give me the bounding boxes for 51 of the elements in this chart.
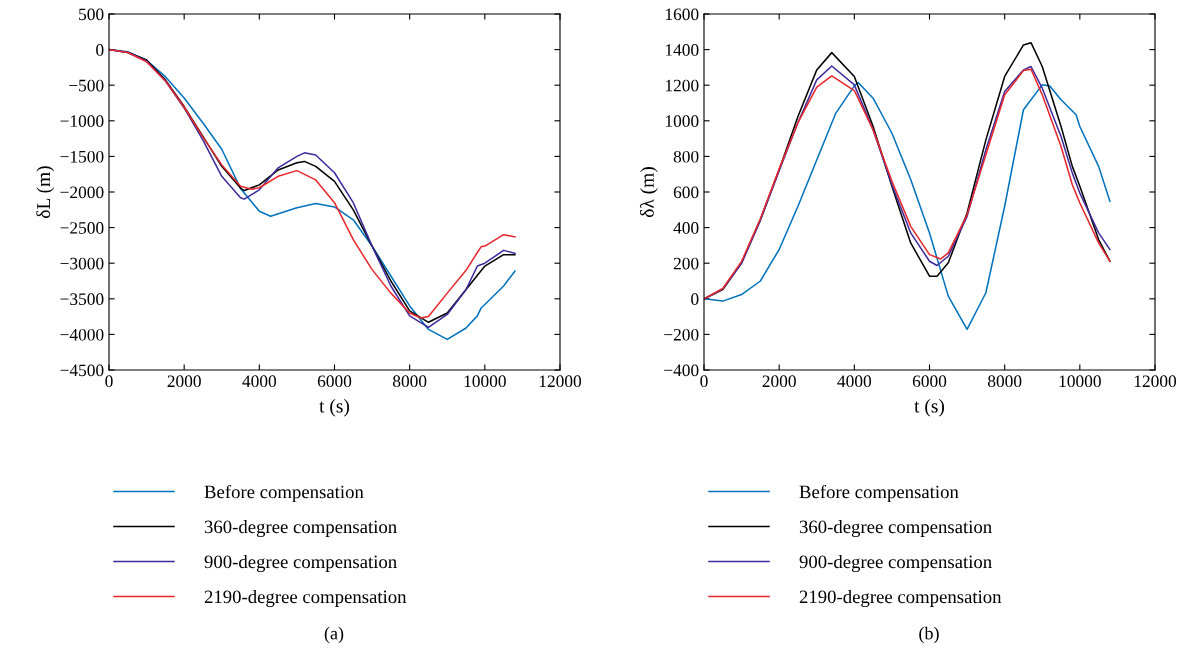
y-axis-title: δλ (m) [639, 167, 658, 218]
y-tick-label: 1000 [665, 115, 699, 127]
x-tick-label: 0 [700, 375, 708, 388]
y-tick-label: −1500 [60, 150, 104, 163]
x-tick-label: 12000 [539, 375, 582, 388]
legend-label: 360-degree compensation [204, 520, 397, 538]
y-tick-label: −4500 [60, 364, 104, 377]
y-tick-label: −400 [664, 364, 699, 377]
y-tick-label: −2000 [60, 186, 104, 199]
legend-label: 2190-degree compensation [204, 589, 407, 608]
y-tick-label: −200 [664, 328, 699, 341]
y-tick-label: 800 [673, 150, 699, 163]
text: (b) [919, 626, 939, 644]
x-tick-label: 2000 [762, 375, 796, 388]
x-tick-label: 6000 [317, 375, 352, 388]
x-tick-label: 4000 [837, 375, 872, 388]
y-tick-label: 0 [691, 293, 699, 305]
y-tick-label: −3000 [60, 257, 104, 270]
legend-label: Before compensation [204, 484, 364, 503]
y-tick-label: 1600 [665, 8, 699, 21]
y-axis-title: δL (m) [36, 166, 55, 218]
y-tick-label: 200 [673, 257, 699, 270]
x-tick-label: 0 [105, 375, 113, 388]
x-tick-label: 4000 [242, 375, 277, 388]
y-tick-label: 0 [96, 44, 104, 56]
x-tick-label: 8000 [392, 375, 427, 388]
text: (a) [324, 626, 344, 644]
legend-label: Before compensation [799, 484, 959, 503]
y-tick-label: 400 [673, 222, 699, 234]
y-tick-label: −3500 [60, 293, 104, 305]
x-axis-title: t (s) [914, 398, 945, 417]
y-tick-label: 600 [673, 186, 699, 199]
x-tick-label: 10000 [464, 375, 506, 388]
y-tick-label: 1200 [665, 79, 699, 92]
x-tick-label: 8000 [987, 375, 1022, 388]
legend-label: 2190-degree compensation [799, 589, 1002, 608]
y-tick-label: 500 [79, 8, 104, 21]
y-tick-label: −4000 [60, 328, 104, 341]
x-tick-label: 10000 [1059, 375, 1101, 388]
line-series [704, 81, 1111, 331]
x-tick-label: 6000 [912, 375, 947, 388]
legend-label: 360-degree compensation [799, 520, 992, 538]
x-tick-label: 2000 [167, 375, 201, 388]
x-axis-title: t (s) [319, 398, 350, 417]
y-tick-label: 1400 [665, 44, 699, 56]
legend-label: 900-degree compensation [799, 554, 992, 573]
y-tick-label: −1000 [60, 115, 104, 127]
legend-label: 900-degree compensation [204, 554, 397, 573]
x-tick-label: 12000 [1134, 375, 1177, 388]
y-tick-label: −2500 [60, 222, 104, 234]
y-tick-label: −500 [69, 79, 104, 92]
